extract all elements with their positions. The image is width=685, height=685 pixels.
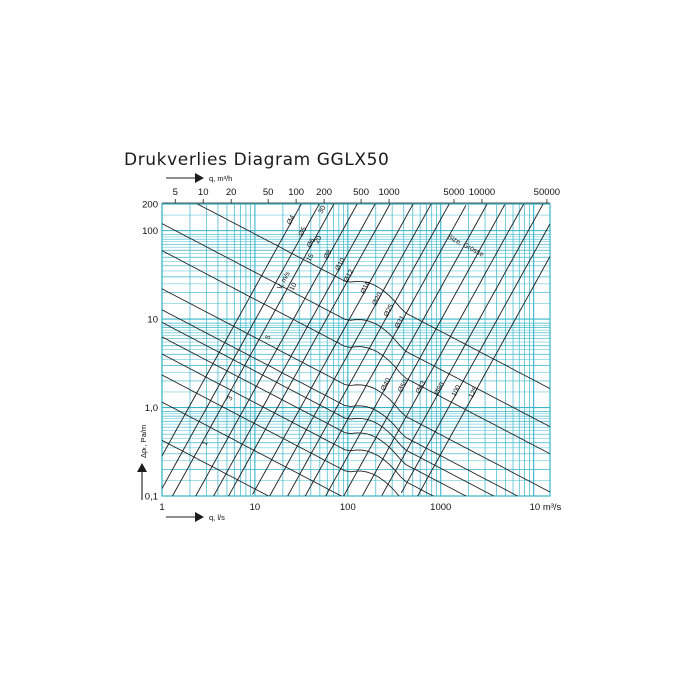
velocity-line (162, 401, 343, 496)
page-title: Drukverlies Diagram GGLX50 (124, 150, 390, 170)
size-line-label: Ø5 (298, 226, 309, 238)
top-tick-label: 5 (173, 187, 178, 198)
size-line (343, 204, 506, 496)
x-tick-label: 1 (159, 502, 164, 513)
velocity-line (196, 204, 550, 389)
size-line-label: Ø40 (380, 377, 392, 392)
velocity-line (162, 374, 400, 496)
size-line (304, 205, 467, 496)
y-tick-label: 10 (147, 315, 158, 326)
x-axis-arrow-head (195, 512, 204, 522)
y-axis-arrow-head (137, 463, 147, 472)
velocity-line (162, 223, 550, 428)
size-line (162, 204, 320, 489)
size-line (162, 204, 302, 457)
size-line (325, 204, 488, 496)
chart-axes: 1 10 100 1000 10 m³/s q, l/s 5 10 20 50 100 200 500 1… (137, 173, 562, 522)
velocity-line (162, 288, 550, 493)
velocity-line (162, 250, 550, 455)
velocity-value-label: 1 (202, 440, 210, 447)
velocity-value-label: 15 (306, 253, 316, 263)
velocity-line (162, 309, 519, 496)
size-line (228, 204, 391, 496)
top-tick-label: 500 (353, 187, 369, 198)
size-line-label: Ø80 (434, 381, 446, 396)
velocity-value-label: 3 (227, 395, 235, 402)
x-tick-label: 10 m³/s (530, 502, 562, 513)
top-tick-label: 1000 (378, 187, 399, 198)
velocity-value-label: 20 (314, 235, 324, 245)
size-line (287, 204, 450, 496)
top-tick-label: 50000 (534, 187, 560, 198)
top-tick-label: 100 (288, 187, 304, 198)
size-line (417, 256, 550, 496)
size-line (195, 204, 358, 496)
size-line-label: Ø6 (306, 237, 317, 249)
x-tick-label: 100 (340, 502, 356, 513)
top-tick-label: 50 (263, 187, 274, 198)
top-axis-arrow-head (195, 173, 204, 183)
x-tick-label: 1000 (430, 502, 451, 513)
chart-curves (162, 204, 550, 496)
y-axis-label: Δpₜ, Pa/m (139, 425, 148, 458)
velocity-value-label: 30 (318, 205, 328, 215)
velocity-value-label: 10 (289, 282, 299, 292)
size-line (381, 204, 544, 496)
velocity-line (162, 322, 495, 496)
y-tick-label: 100 (142, 226, 158, 237)
velocity-line (162, 439, 270, 496)
size-line-label: Ø25 (383, 303, 395, 318)
size-line (252, 204, 414, 495)
x-axis-label: q, l/s (209, 513, 225, 522)
top-tick-label: 10 (198, 187, 209, 198)
top-tick-label: 20 (226, 187, 237, 198)
y-tick-label: 200 (142, 200, 158, 211)
velocity-line (162, 336, 467, 496)
y-tick-label: 0,1 (145, 492, 158, 503)
top-axis-label: q, m³/h (209, 174, 232, 183)
size-line (213, 204, 376, 496)
size-line-label: Ø63 (415, 380, 427, 395)
y-tick-label: 1,0 (145, 403, 158, 414)
top-tick-label: 200 (316, 187, 332, 198)
size-line-label: Ø4 (286, 214, 297, 226)
size-family-label: Size, Grösse (446, 234, 485, 259)
size-line-label: Ø8 (323, 249, 334, 261)
x-tick-label: 10 (250, 502, 261, 513)
top-tick-label: 10000 (469, 187, 495, 198)
size-line-label: 100 (451, 384, 463, 398)
velocity-value-label: 5 (265, 334, 273, 341)
velocity-line (162, 353, 434, 496)
plot-frame (161, 203, 551, 497)
size-line (171, 204, 335, 496)
size-line (269, 204, 432, 496)
top-tick-label: 5000 (443, 187, 464, 198)
size-line-label: 125 (468, 386, 480, 400)
